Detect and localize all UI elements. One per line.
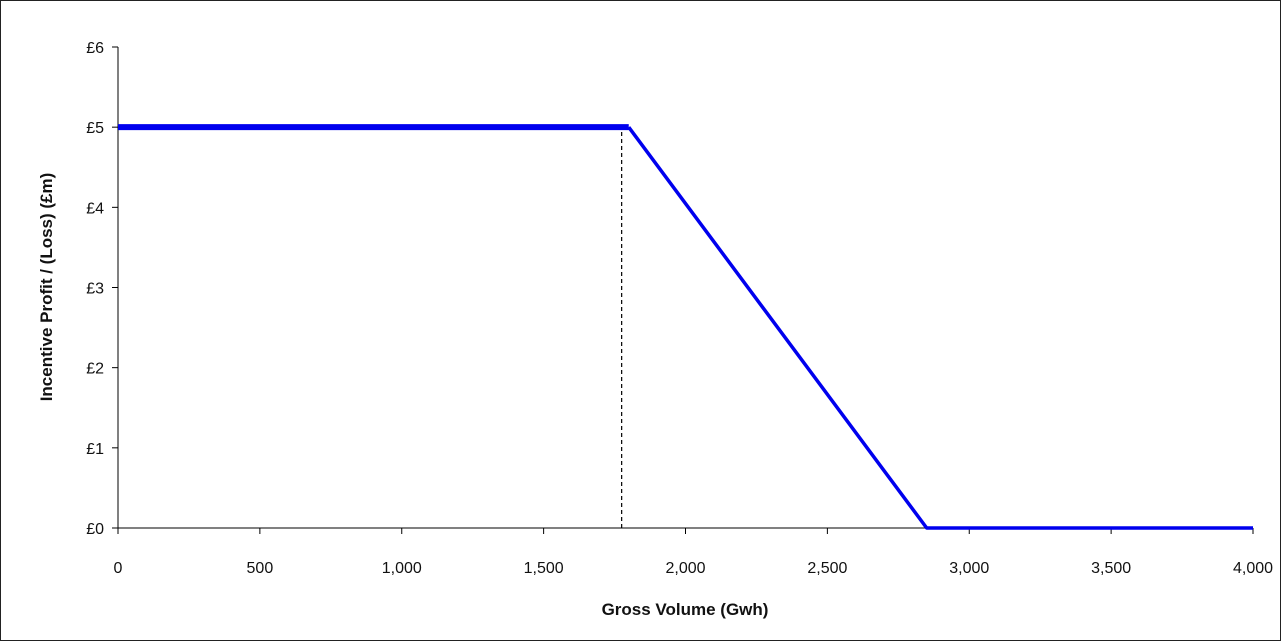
x-tick-label: 4,000 (1233, 560, 1273, 577)
x-tick-label: 2,500 (807, 560, 847, 577)
series-line (629, 127, 1253, 528)
y-tick-label: £2 (86, 361, 104, 378)
y-tick-label: £3 (86, 281, 104, 298)
y-axis-title: Incentive Profit / (Loss) (£m) (37, 173, 56, 402)
x-tick-label: 0 (114, 560, 123, 577)
x-tick-label: 3,500 (1091, 560, 1131, 577)
y-tick-label: £5 (86, 120, 104, 137)
x-tick-label: 2,000 (665, 560, 705, 577)
y-tick-label: £4 (86, 200, 104, 217)
y-tick-label: £6 (86, 40, 104, 57)
y-tick-label: £0 (86, 521, 104, 538)
x-axis-title: Gross Volume (Gwh) (602, 600, 769, 619)
y-tick-label: £1 (86, 441, 104, 458)
x-tick-label: 1,500 (524, 560, 564, 577)
x-tick-label: 1,000 (382, 560, 422, 577)
plot-area: £0 £1 £2 £3 £4 £5 £6 0 500 1,000 1,500 2,000 2,500 3,… (86, 40, 1273, 577)
x-tick-label: 500 (247, 560, 274, 577)
x-tick-label: 3,000 (949, 560, 989, 577)
